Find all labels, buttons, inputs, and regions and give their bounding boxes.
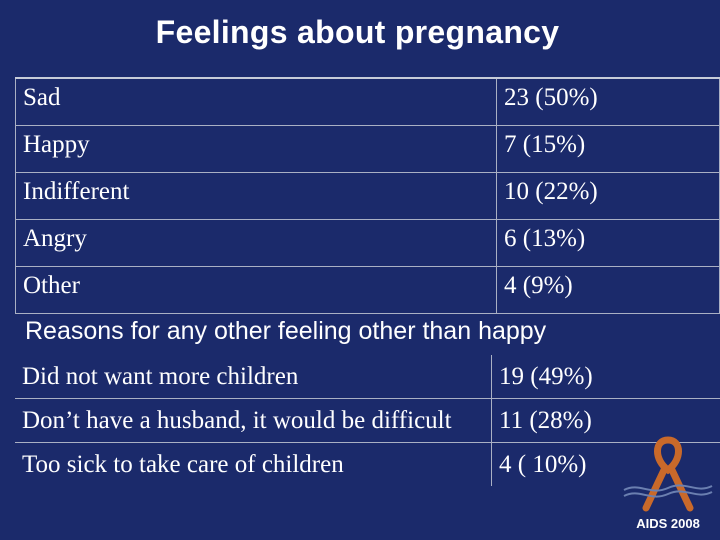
aids-2008-logo: AIDS 2008 (620, 430, 716, 531)
logo-text: AIDS 2008 (636, 516, 700, 531)
feeling-label: Indifferent (15, 172, 497, 220)
reason-label: Did not want more children (15, 355, 492, 399)
feeling-label: Angry (15, 219, 497, 267)
reason-label: Too sick to take care of children (15, 442, 492, 486)
table-row: Happy 7 (15%) (15, 125, 720, 173)
feeling-value: 10 (22%) (496, 172, 720, 220)
table-row: Angry 6 (13%) (15, 219, 720, 267)
table-row: Too sick to take care of children 4 ( 10… (15, 442, 720, 486)
feeling-value: 6 (13%) (496, 219, 720, 267)
feelings-table: Sad 23 (50%) Happy 7 (15%) Indifferent 1… (15, 77, 720, 314)
reasons-heading: Reasons for any other feeling other than… (25, 317, 547, 345)
aids-ribbon-icon (623, 436, 713, 512)
feeling-label: Happy (15, 125, 497, 173)
reason-value: 19 (49%) (491, 355, 720, 399)
feeling-label: Sad (15, 77, 497, 126)
reason-label: Don’t have a husband, it would be diffic… (15, 398, 492, 443)
table-row: Sad 23 (50%) (15, 77, 720, 126)
feeling-value: 23 (50%) (496, 77, 720, 126)
reason-value: 4 ( 10%) (499, 451, 587, 478)
table-row: Indifferent 10 (22%) (15, 172, 720, 220)
slide-title: Feelings about pregnancy (155, 14, 560, 50)
feeling-label: Other (15, 266, 497, 314)
reasons-table: Did not want more children 19 (49%) Don’… (15, 355, 720, 486)
table-row: Don’t have a husband, it would be diffic… (15, 398, 720, 443)
feeling-value: 4 (9%) (496, 266, 720, 314)
table-row: Other 4 (9%) (15, 266, 720, 314)
table-row: Did not want more children 19 (49%) (15, 355, 720, 399)
feeling-value: 7 (15%) (496, 125, 720, 173)
reason-value: 11 (28%) (491, 398, 720, 443)
